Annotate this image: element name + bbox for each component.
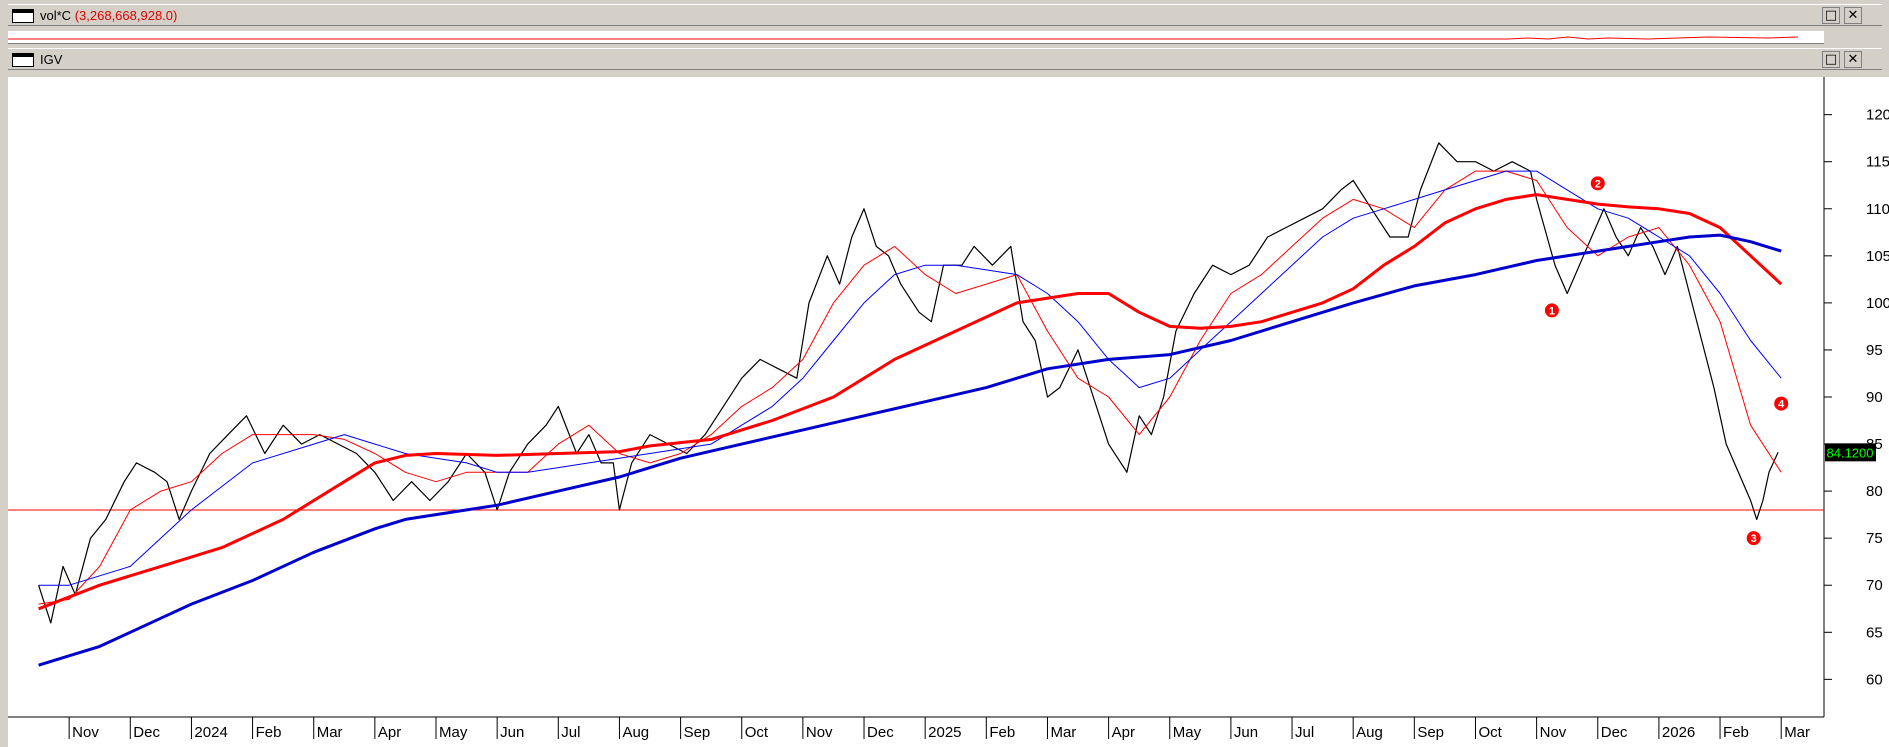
- price-window-titlebar: IGV □ ✕: [8, 48, 1882, 70]
- annotation-marker-label: 4: [1778, 399, 1785, 411]
- series-line-ma_slow_blue: [38, 233, 1782, 667]
- series-line-ma_fast: [38, 170, 1782, 605]
- volume-baseline: [8, 36, 1799, 40]
- x-tick-label: Nov: [1540, 724, 1567, 741]
- y-tick-label: 120: [1866, 107, 1889, 124]
- y-tick-label: 90: [1866, 389, 1883, 406]
- window-icon: [12, 53, 34, 67]
- x-tick-label: 2026: [1662, 724, 1695, 741]
- y-tick-label: 105: [1866, 248, 1889, 265]
- last-value-badge: [1825, 443, 1876, 462]
- x-tick-label: Mar: [1784, 724, 1810, 741]
- y-tick-label: 80: [1866, 483, 1883, 500]
- x-tick-label: Oct: [745, 724, 769, 741]
- x-tick-label: Aug: [622, 724, 649, 741]
- y-axis-panel: [1824, 77, 1889, 717]
- volume-pane: [8, 31, 1824, 44]
- close-button[interactable]: ✕: [1844, 7, 1862, 24]
- annotation-marker: [1746, 531, 1761, 546]
- x-tick-label: Jul: [561, 724, 580, 741]
- x-tick-label: Apr: [378, 724, 401, 741]
- x-tick-label: Nov: [72, 724, 99, 741]
- volume-window-titlebar: vol*C (3,268,668,928.0) □ ✕: [8, 4, 1882, 26]
- x-tick-label: 2025: [928, 724, 961, 741]
- x-tick-label: Feb: [1723, 724, 1749, 741]
- annotation-marker-label: 1: [1549, 305, 1555, 317]
- maximize-button[interactable]: □: [1822, 7, 1840, 24]
- volume-window-title: vol*C (3,268,668,928.0): [40, 8, 177, 23]
- x-tick-label: Sep: [684, 724, 711, 741]
- y-tick-label: 110: [1866, 201, 1889, 218]
- last-value-text: 84.1200: [1827, 445, 1874, 460]
- y-axis-ticks: 6065707580859095100105110115120: [1824, 107, 1889, 688]
- x-tick-label: Feb: [989, 724, 1015, 741]
- x-tick-label: Dec: [133, 724, 160, 741]
- x-tick-label: Oct: [1478, 724, 1502, 741]
- x-axis-panel: [8, 717, 1889, 747]
- x-tick-label: Apr: [1112, 724, 1135, 741]
- volume-value: (3,268,668,928.0): [74, 8, 178, 23]
- price-window-title: IGV: [40, 52, 63, 67]
- annotation-marker-label: 3: [1751, 533, 1757, 545]
- annotation-marker: [1590, 176, 1605, 191]
- close-button[interactable]: ✕: [1844, 51, 1862, 68]
- y-tick-label: 95: [1866, 342, 1883, 359]
- x-tick-label: Jun: [500, 724, 524, 741]
- x-tick-label: Sep: [1417, 724, 1444, 741]
- x-tick-label: May: [439, 724, 468, 741]
- x-tick-label: Dec: [1601, 724, 1628, 741]
- x-tick-label: Mar: [317, 724, 343, 741]
- y-tick-label: 115: [1866, 154, 1889, 171]
- x-axis-ticks: Nov Dec 2024 Feb Mar Apr May Jun Jul Aug Sep Oct Nov…: [68, 717, 1810, 741]
- y-tick-label: 100: [1866, 295, 1889, 312]
- x-tick-label: Jul: [1295, 724, 1314, 741]
- series-group: [38, 142, 1783, 667]
- annotation-marker: [1774, 396, 1789, 411]
- annotation-marker: [1544, 303, 1559, 318]
- annotation-marker-label: 2: [1595, 178, 1601, 190]
- series-line-ma_slow_red: [38, 193, 1783, 611]
- series-line-ma_mid: [38, 170, 1782, 586]
- markers-group: 1 2 3 4: [1544, 176, 1789, 546]
- x-tick-label: 2024: [194, 724, 227, 741]
- x-tick-label: Feb: [256, 724, 282, 741]
- y-tick-label: 70: [1866, 577, 1883, 594]
- volume-label: vol*C: [40, 8, 72, 23]
- plot-area: [8, 77, 1824, 717]
- x-tick-label: Nov: [806, 724, 833, 741]
- y-tick-label: 75: [1866, 530, 1883, 547]
- x-tick-label: May: [1173, 724, 1202, 741]
- last-value-label-group: 84.1200: [1825, 443, 1876, 462]
- x-tick-label: Mar: [1050, 724, 1076, 741]
- x-tick-label: Jun: [1234, 724, 1258, 741]
- y-tick-label: 60: [1866, 671, 1883, 688]
- x-tick-label: Dec: [867, 724, 894, 741]
- y-tick-label: 65: [1866, 624, 1883, 641]
- x-tick-label: Aug: [1356, 724, 1383, 741]
- window-icon: [12, 9, 34, 23]
- maximize-button[interactable]: □: [1822, 51, 1840, 68]
- price-chart[interactable]: 6065707580859095100105110115120 NovDec20…: [8, 77, 1889, 747]
